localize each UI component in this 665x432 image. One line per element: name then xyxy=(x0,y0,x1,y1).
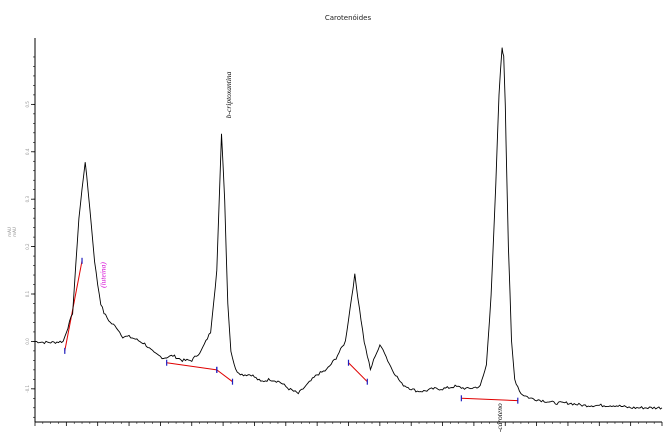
y-tick-label: 0.0 xyxy=(25,338,30,345)
y-tick-label: -0.1 xyxy=(25,384,30,392)
y-tick-label: 0.3 xyxy=(25,196,30,203)
integration-baseline xyxy=(166,362,217,371)
data-line xyxy=(35,47,663,410)
peak-label: b-caroteno xyxy=(495,403,504,432)
y-axis-label-2: mAU xyxy=(12,227,17,237)
integration-baseline xyxy=(461,397,518,402)
chromatogram-trace xyxy=(35,47,663,410)
integration-baseline xyxy=(348,362,368,383)
y-axis-label: mAU xyxy=(7,227,12,237)
integration-baseline xyxy=(216,369,233,383)
y-tick-label: 0.2 xyxy=(25,243,30,250)
peak-labels: (luteína) b-criptoxantina b-caroteno xyxy=(99,71,505,432)
y-tick-label: 0.5 xyxy=(25,101,30,108)
y-tick-label: 0.4 xyxy=(25,148,30,155)
peak-label: b-criptoxantina xyxy=(224,71,233,118)
peak-label: (luteína) xyxy=(99,262,108,288)
y-tick-label: 0.1 xyxy=(25,290,30,297)
chart-title: Carotenóides xyxy=(325,14,372,22)
integration-baselines xyxy=(64,260,518,402)
axes: -0.1 0.0 0.1 0.2 0.3 0.4 0.5 xyxy=(25,38,663,426)
